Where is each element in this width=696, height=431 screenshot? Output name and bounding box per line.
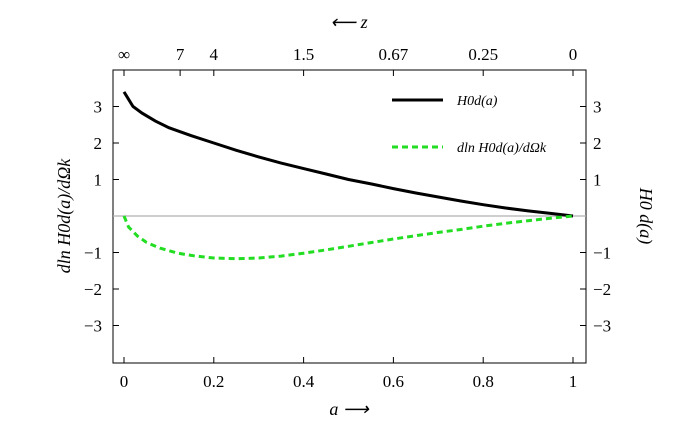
- y-tick-label-left: −2: [84, 280, 102, 299]
- top-tick-label: 0.25: [468, 45, 498, 64]
- x-tick-label: 0.6: [383, 372, 404, 391]
- top-tick-label: 4: [210, 45, 219, 64]
- y-tick-label-right: −3: [593, 317, 611, 336]
- y-tick-label-left: −3: [84, 317, 102, 336]
- top-tick-label: 0: [569, 45, 578, 64]
- y-tick-label-right: −1: [593, 244, 611, 263]
- y-tick-label-left: −1: [84, 244, 102, 263]
- y-tick-label-left: 3: [94, 98, 103, 117]
- x-tick-label: 0.2: [203, 372, 224, 391]
- x-axis-title: a ⟶: [329, 399, 370, 419]
- top-tick-label: 0.67: [379, 45, 409, 64]
- y-tick-label-right: −2: [593, 280, 611, 299]
- legend-label-1: H0d(a): [456, 94, 498, 109]
- series-line-1: [122, 91, 574, 218]
- x-tick-label: 1: [569, 372, 578, 391]
- series-line-2: [122, 214, 574, 261]
- top-tick-label: ∞: [118, 45, 130, 64]
- x-tick-label: 0.4: [293, 372, 315, 391]
- top-tick-label: 7: [176, 45, 185, 64]
- y-tick-label-right: 2: [593, 134, 602, 153]
- y-tick-label-left: 1: [94, 171, 103, 190]
- legend-label-2: dln H0d(a)/dΩk: [457, 141, 547, 156]
- top-tick-label: 1.5: [293, 45, 314, 64]
- y-tick-label-left: 2: [94, 134, 103, 153]
- y-tick-label-right: 3: [593, 98, 602, 117]
- left-axis-title: dln H0d(a)/dΩk: [54, 158, 75, 274]
- y-tick-label-right: 1: [593, 171, 602, 190]
- right-axis-title: H0 d(a): [635, 187, 656, 245]
- x-tick-label: 0: [120, 372, 129, 391]
- top-axis-title: ⟵ z: [330, 12, 367, 32]
- x-tick-label: 0.8: [473, 372, 494, 391]
